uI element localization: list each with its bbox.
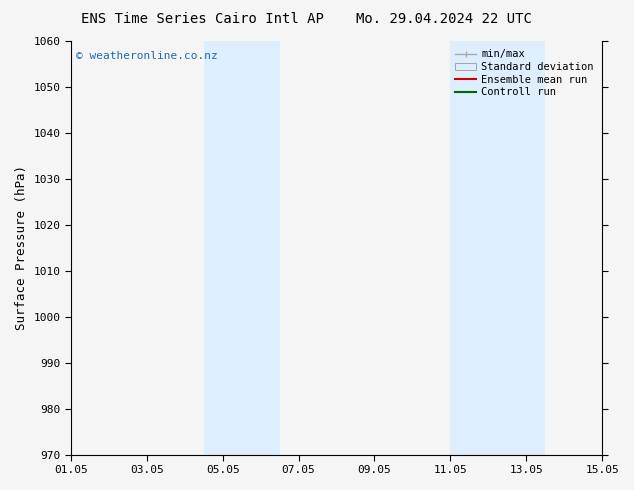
Y-axis label: Surface Pressure (hPa): Surface Pressure (hPa) [15, 165, 28, 330]
Text: Mo. 29.04.2024 22 UTC: Mo. 29.04.2024 22 UTC [356, 12, 532, 26]
Bar [204, 41, 280, 455]
Text: © weatheronline.co.nz: © weatheronline.co.nz [76, 51, 218, 61]
Text: ENS Time Series Cairo Intl AP: ENS Time Series Cairo Intl AP [81, 12, 325, 26]
Bar [450, 41, 545, 455]
Legend: min/max, Standard deviation, Ensemble mean run, Controll run: min/max, Standard deviation, Ensemble me… [452, 46, 597, 100]
